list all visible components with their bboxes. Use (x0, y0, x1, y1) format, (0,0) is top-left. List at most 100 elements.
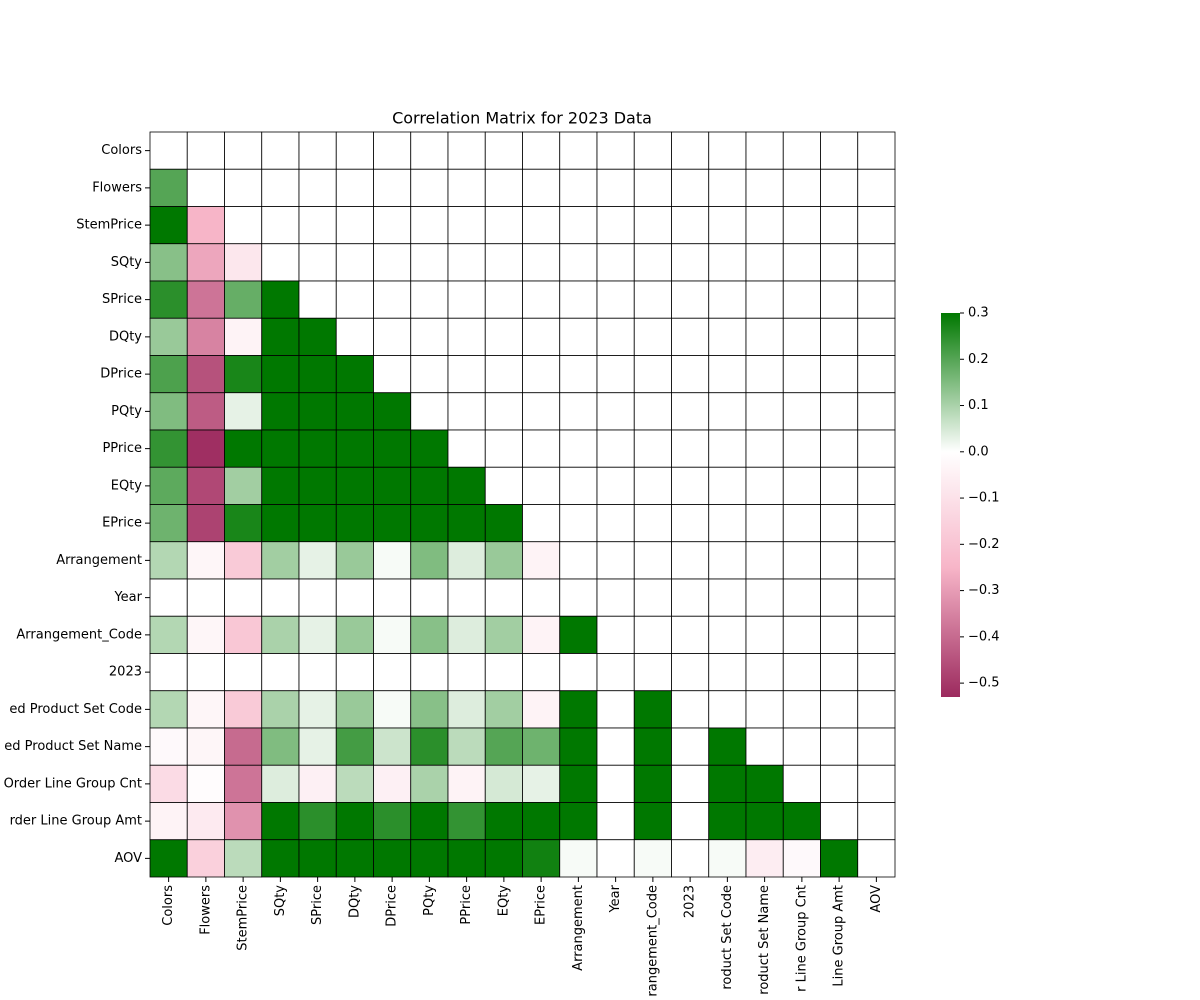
empty-cell (633, 653, 672, 692)
empty-cell (596, 541, 635, 580)
empty-cell (782, 764, 821, 803)
empty-cell (745, 727, 784, 766)
empty-cell (224, 578, 263, 617)
empty-cell (484, 429, 523, 468)
y-tick-label: Arrangement (56, 553, 142, 568)
empty-cell (857, 206, 896, 245)
empty-cell (745, 206, 784, 245)
x-tick-label: roduct Set Code (720, 885, 735, 990)
cell (149, 355, 188, 394)
empty-cell (559, 355, 598, 394)
empty-cell (671, 206, 710, 245)
empty-cell (335, 578, 374, 617)
empty-cell (633, 355, 672, 394)
empty-cell (410, 243, 449, 282)
empty-cell (633, 466, 672, 505)
empty-cell (484, 131, 523, 170)
cell (708, 764, 747, 803)
x-tick-label: SQty (273, 885, 288, 917)
empty-cell (633, 280, 672, 319)
cell (335, 839, 374, 878)
x-tick-label: Colors (161, 885, 176, 926)
empty-cell (186, 168, 225, 207)
empty-cell (782, 317, 821, 356)
empty-cell (335, 280, 374, 319)
cell (186, 802, 225, 841)
empty-cell (484, 243, 523, 282)
x-tick-label: PQty (422, 885, 437, 916)
empty-cell (559, 504, 598, 543)
empty-cell (820, 317, 859, 356)
empty-cell (410, 392, 449, 431)
y-tick-label: EQty (111, 478, 143, 493)
cell (224, 727, 263, 766)
empty-cell (559, 317, 598, 356)
empty-cell (857, 355, 896, 394)
empty-cell (522, 578, 561, 617)
cell (224, 802, 263, 841)
empty-cell (596, 764, 635, 803)
empty-cell (559, 280, 598, 319)
cell (447, 727, 486, 766)
cell (373, 764, 412, 803)
empty-cell (820, 355, 859, 394)
empty-cell (261, 653, 300, 692)
colorbar-tick-label: −0.1 (968, 491, 1000, 506)
empty-cell (708, 690, 747, 729)
empty-cell (335, 131, 374, 170)
cell (224, 429, 263, 468)
empty-cell (298, 653, 337, 692)
cell (186, 764, 225, 803)
cell (149, 690, 188, 729)
empty-cell (857, 131, 896, 170)
empty-cell (820, 280, 859, 319)
empty-cell (410, 206, 449, 245)
cell (633, 839, 672, 878)
empty-cell (522, 280, 561, 319)
empty-cell (633, 243, 672, 282)
cell (447, 802, 486, 841)
cell (224, 243, 263, 282)
cell (447, 764, 486, 803)
empty-cell (745, 653, 784, 692)
empty-cell (857, 615, 896, 654)
empty-cell (708, 615, 747, 654)
y-tick-label: PQty (111, 404, 142, 419)
empty-cell (820, 504, 859, 543)
cell (224, 317, 263, 356)
colorbar (941, 313, 960, 697)
empty-cell (857, 727, 896, 766)
cell (410, 764, 449, 803)
cell (633, 764, 672, 803)
empty-cell (596, 317, 635, 356)
empty-cell (484, 578, 523, 617)
cell (335, 355, 374, 394)
cell (224, 839, 263, 878)
empty-cell (596, 466, 635, 505)
x-tick-label: 2023 (683, 885, 698, 918)
empty-cell (410, 317, 449, 356)
empty-cell (782, 653, 821, 692)
cell (559, 802, 598, 841)
y-tick-label: Arrangement_Code (16, 627, 142, 642)
cell (522, 764, 561, 803)
cell (484, 839, 523, 878)
empty-cell (745, 615, 784, 654)
empty-cell (447, 168, 486, 207)
cell (410, 466, 449, 505)
empty-cell (633, 317, 672, 356)
x-tick-label: DPrice (385, 885, 400, 927)
empty-cell (373, 131, 412, 170)
colorbar-tick-label: −0.4 (968, 629, 1000, 644)
y-tick-label: Year (113, 590, 142, 605)
cell (373, 690, 412, 729)
empty-cell (820, 802, 859, 841)
y-tick-label: AOV (114, 851, 142, 866)
cell (410, 504, 449, 543)
cell (186, 429, 225, 468)
cell (186, 839, 225, 878)
empty-cell (596, 429, 635, 468)
empty-cell (298, 168, 337, 207)
empty-cell (522, 466, 561, 505)
empty-cell (820, 243, 859, 282)
